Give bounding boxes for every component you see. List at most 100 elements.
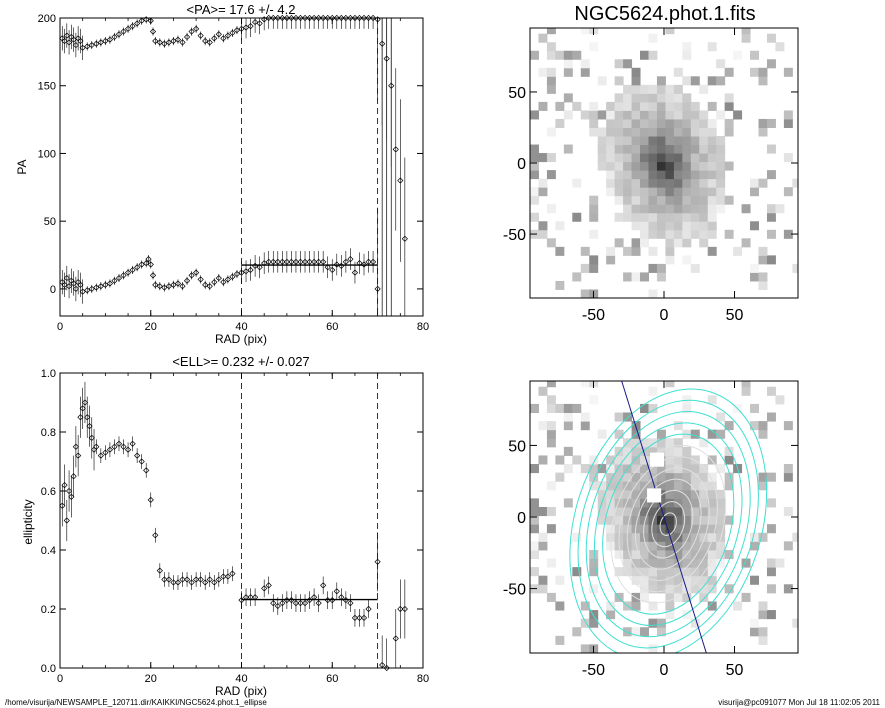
image-pixel <box>707 481 717 491</box>
image-pixel <box>640 84 649 94</box>
image-pixel <box>699 592 709 602</box>
image-pixel <box>682 455 692 465</box>
pa-point <box>70 36 77 43</box>
image-pixel <box>682 403 692 413</box>
ell-point <box>383 664 390 672</box>
image-xtick-label: -50 <box>582 307 605 324</box>
image-pixel <box>733 246 743 256</box>
image-pixel <box>606 610 616 620</box>
image-pixel <box>699 84 709 94</box>
pa-point <box>252 262 259 269</box>
pa-point <box>292 258 300 265</box>
image-pixel <box>673 567 683 577</box>
image-pixel <box>606 515 616 525</box>
pa-point <box>369 14 377 22</box>
image-pixel <box>555 455 565 465</box>
image-pixel <box>656 584 666 594</box>
contour-image-ytick-label: 0 <box>517 510 526 527</box>
image-pixel <box>631 187 641 197</box>
image-pixel <box>530 161 539 171</box>
image-pixel <box>631 178 641 188</box>
image-pixel <box>758 246 768 256</box>
ell-point <box>356 614 363 621</box>
image-pixel <box>589 212 599 222</box>
image-pixel <box>673 212 683 222</box>
image-pixel <box>623 118 633 128</box>
image-pixel <box>707 472 717 482</box>
image-pixel <box>530 464 539 474</box>
ell-point <box>143 467 150 474</box>
image-pixel <box>741 28 751 35</box>
ell-point <box>351 614 359 621</box>
image-pixel <box>707 153 717 163</box>
image-pixel <box>648 212 658 222</box>
image-pixel <box>631 127 641 137</box>
image-pixel <box>648 229 658 239</box>
image-pixel <box>631 76 641 86</box>
image-pixel <box>631 195 641 205</box>
image-pixel <box>690 549 700 560</box>
pa-point <box>311 14 318 22</box>
image-xtick-label: 50 <box>726 307 744 324</box>
image-pixel <box>631 549 641 560</box>
image-pixel <box>792 532 798 542</box>
image-pixel <box>614 212 624 222</box>
image-pixel <box>673 541 683 551</box>
pa-point <box>252 18 259 26</box>
image-pixel <box>699 524 709 534</box>
image-pixel <box>572 212 582 222</box>
image-pixel <box>648 204 658 214</box>
image-pixel <box>682 610 692 620</box>
isophote-contour <box>659 512 677 536</box>
image-pixel <box>707 498 717 508</box>
image-pixel <box>682 93 692 103</box>
image-pixel <box>656 212 666 222</box>
pa-point <box>401 235 408 242</box>
ell-point <box>138 458 145 465</box>
contour-image-xtick-label: 0 <box>660 662 669 679</box>
image-pixel <box>699 567 709 577</box>
image-pixel <box>656 93 666 103</box>
pa-point <box>351 269 359 276</box>
image-pixel <box>640 446 649 456</box>
isophote-contour <box>577 399 759 649</box>
image-pixel <box>631 170 641 180</box>
ell-xlabel: RAD (pix) <box>215 684 267 698</box>
image-pixel <box>656 567 666 577</box>
image-pixel <box>546 50 556 60</box>
image-pixel <box>682 221 692 231</box>
image-pixel <box>707 170 717 180</box>
image-pixel <box>665 153 675 163</box>
ell-point <box>242 594 250 601</box>
image-pixel <box>640 506 649 517</box>
image-pixel <box>673 506 683 517</box>
pa-point <box>65 283 73 290</box>
image-pixel <box>707 524 717 534</box>
image-pixel <box>665 221 675 231</box>
image-pixel <box>673 515 683 525</box>
ell-point <box>401 605 408 613</box>
image-pixel <box>673 524 683 534</box>
image-pixel <box>716 153 726 163</box>
image-pixel <box>546 506 556 517</box>
image-pixel <box>682 212 692 222</box>
image-pixel <box>640 127 649 137</box>
pa-point <box>301 258 309 265</box>
ell-point <box>188 579 195 586</box>
image-pixel <box>750 403 760 413</box>
image-ytick-label: 50 <box>508 85 526 102</box>
pa-point <box>311 258 318 265</box>
image-pixel <box>656 161 666 171</box>
ell-point <box>283 597 290 604</box>
image-pixel <box>580 464 590 474</box>
ell-point <box>342 597 349 604</box>
pa-point <box>120 272 127 279</box>
image-pixel <box>631 204 641 214</box>
pa-point <box>97 283 104 290</box>
image-pixel <box>614 515 624 525</box>
image-pixel <box>699 541 709 551</box>
image-pixel <box>716 204 726 214</box>
image-pixel <box>589 610 599 620</box>
image-pixel <box>707 212 717 222</box>
